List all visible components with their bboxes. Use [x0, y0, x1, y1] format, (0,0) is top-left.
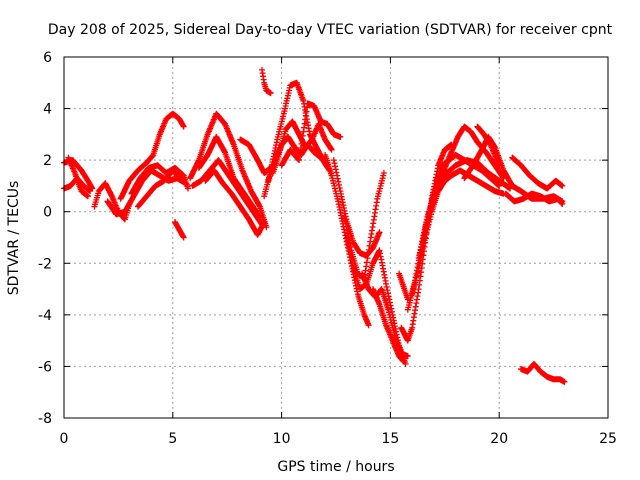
series-arc13: [202, 167, 268, 238]
x-tick-label: 25: [599, 431, 617, 447]
series-arc34: [509, 154, 566, 192]
series-arc19: [278, 100, 344, 169]
x-tick-label: 15: [381, 431, 399, 447]
series-arc12: [195, 133, 263, 220]
series-arc16: [261, 79, 333, 200]
series-arc33: [474, 123, 503, 169]
series-arc15: [259, 66, 274, 97]
series-arc26: [396, 270, 411, 303]
chart-title: Day 208 of 2025, Sidereal Day-to-day VTE…: [48, 22, 613, 38]
x-tick-label: 10: [273, 431, 291, 447]
y-tick-label: 4: [43, 102, 52, 118]
x-tick-label: 0: [60, 431, 69, 447]
x-tick-label: 20: [490, 431, 508, 447]
data-series: [61, 66, 568, 385]
series-arc18: [269, 118, 335, 176]
x-tick-label: 5: [168, 431, 177, 447]
y-tick-label: -6: [38, 359, 52, 375]
series-arc10: [187, 110, 270, 231]
y-tick-label: -2: [38, 256, 52, 272]
series-arc25: [370, 286, 407, 365]
y-tick-label: -8: [38, 411, 52, 427]
y-tick-label: 2: [43, 153, 52, 169]
series-arc3: [65, 154, 91, 200]
series-arc35: [502, 190, 566, 207]
grid: [64, 57, 608, 418]
y-tick-label: 0: [43, 205, 52, 221]
x-axis-label: GPS time / hours: [277, 459, 394, 475]
series-arc6: [117, 110, 187, 202]
plot-frame: [63, 56, 609, 419]
series-arc8: [135, 167, 185, 210]
series-arc36: [518, 360, 568, 385]
y-axis-label: SDTVAR / TECUs: [6, 181, 22, 296]
series-arc29: [409, 167, 507, 298]
series-arc21: [330, 157, 383, 259]
series-arc31: [420, 152, 503, 246]
series-arc9: [172, 219, 187, 241]
y-tick-label: -4: [38, 308, 52, 324]
y-tick-label: 6: [43, 50, 52, 66]
